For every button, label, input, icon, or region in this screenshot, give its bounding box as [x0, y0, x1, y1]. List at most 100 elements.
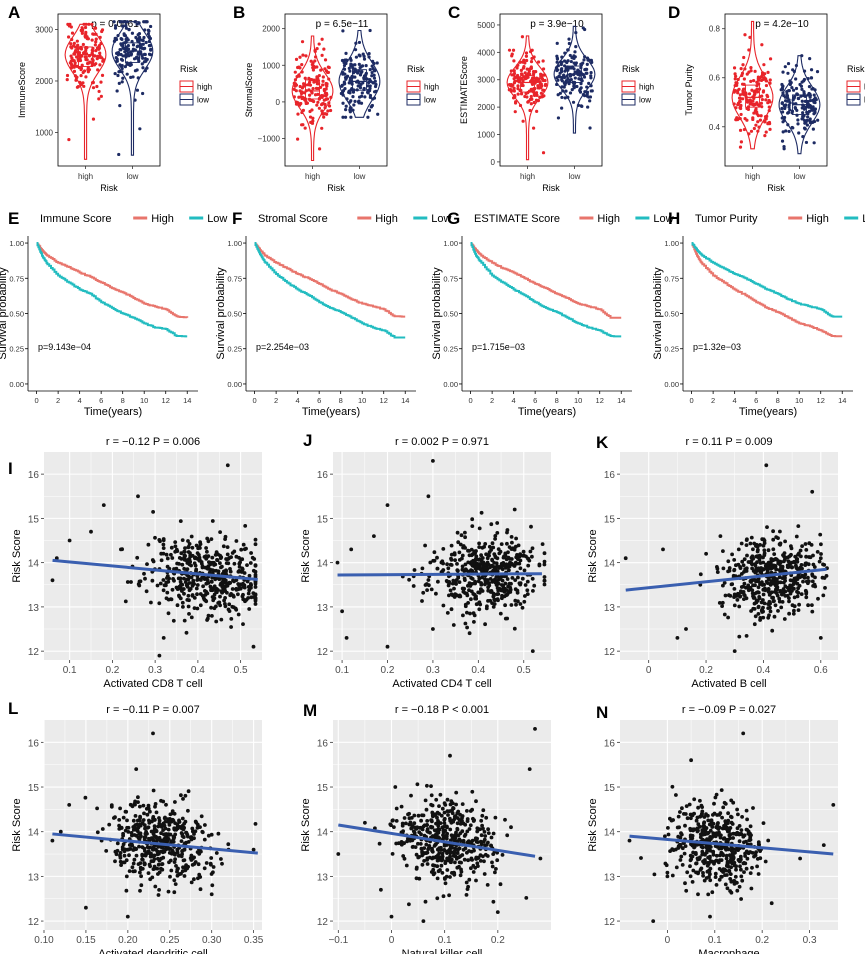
- data-point: [232, 579, 236, 584]
- data-point: [767, 613, 771, 618]
- outlier-point: [58, 829, 63, 834]
- p-value: p = 6.5e−11: [316, 19, 369, 30]
- data-point: [253, 602, 258, 606]
- data-point: [180, 538, 185, 542]
- data-point: [491, 545, 496, 550]
- data-point: [113, 24, 118, 28]
- data-point: [409, 826, 414, 831]
- data-point: [796, 524, 801, 528]
- data-point: [363, 95, 367, 99]
- data-point: [206, 566, 211, 571]
- data-point: [489, 522, 494, 527]
- data-point: [701, 837, 705, 842]
- x-tick-label: 12: [162, 396, 170, 405]
- data-point: [514, 536, 518, 541]
- data-point: [446, 566, 451, 571]
- data-point: [468, 823, 473, 828]
- data-point: [211, 865, 216, 869]
- data-point: [579, 104, 583, 108]
- data-point: [435, 835, 440, 840]
- data-point: [178, 579, 183, 584]
- data-point: [588, 126, 592, 130]
- data-point: [708, 866, 713, 871]
- data-point: [446, 856, 451, 861]
- data-point: [125, 72, 129, 76]
- data-point: [706, 818, 711, 823]
- data-point: [317, 106, 321, 110]
- data-point: [435, 555, 439, 560]
- panel-label-f: F: [232, 209, 242, 228]
- data-point: [515, 588, 520, 593]
- data-point: [732, 558, 737, 562]
- data-point: [764, 130, 768, 134]
- data-point: [722, 612, 727, 617]
- data-point: [311, 119, 315, 123]
- x-tick-label: 0.2: [105, 665, 119, 676]
- y-tick-label: 0.50: [9, 310, 24, 319]
- data-point: [508, 585, 513, 590]
- data-point: [496, 547, 501, 551]
- data-point: [224, 557, 229, 561]
- data-point: [189, 575, 194, 580]
- data-point: [556, 116, 561, 120]
- data-point: [495, 531, 500, 535]
- data-point: [588, 99, 592, 103]
- data-point: [90, 38, 94, 42]
- data-point: [780, 589, 785, 593]
- data-point: [122, 33, 126, 37]
- data-point: [500, 596, 504, 601]
- data-point: [197, 557, 201, 562]
- y-tick-label: 15: [604, 514, 616, 525]
- data-point: [425, 588, 429, 592]
- outlier-point: [54, 556, 59, 561]
- data-point: [351, 66, 355, 70]
- data-point: [312, 80, 316, 84]
- data-point: [766, 122, 770, 126]
- data-point: [760, 105, 764, 109]
- data-point: [416, 855, 421, 860]
- data-point: [802, 77, 807, 82]
- data-point: [402, 856, 407, 861]
- data-point: [787, 129, 791, 134]
- data-point: [762, 63, 766, 67]
- violin-high: [291, 35, 334, 162]
- x-tick-label: 8: [776, 396, 780, 405]
- data-point: [806, 562, 811, 567]
- data-point: [490, 860, 494, 865]
- data-point: [529, 102, 533, 106]
- data-point: [732, 66, 737, 70]
- data-point: [243, 599, 247, 604]
- data-point: [765, 525, 769, 529]
- data-point: [202, 575, 207, 580]
- data-point: [516, 92, 520, 96]
- data-point: [766, 548, 771, 553]
- data-point: [423, 798, 428, 803]
- data-point: [129, 52, 134, 56]
- data-point: [521, 549, 526, 554]
- data-point: [534, 69, 538, 74]
- data-point: [761, 821, 766, 825]
- data-point: [187, 588, 192, 593]
- data-point: [748, 824, 753, 829]
- data-point: [360, 91, 364, 95]
- data-point: [119, 863, 123, 867]
- data-point: [752, 126, 756, 131]
- data-point: [795, 559, 800, 564]
- data-point: [455, 827, 460, 832]
- data-point: [344, 104, 348, 108]
- y-tick-label: 1.00: [227, 239, 242, 248]
- data-point: [451, 836, 456, 841]
- data-point: [459, 869, 464, 874]
- p-value: p = 3.9e−10: [530, 19, 584, 30]
- data-point: [459, 533, 464, 538]
- data-point: [573, 55, 577, 59]
- data-point: [141, 91, 145, 96]
- y-tick-label: 0.00: [443, 380, 458, 389]
- data-point: [471, 863, 476, 868]
- data-point: [808, 104, 813, 108]
- data-point: [737, 884, 742, 889]
- data-point: [758, 118, 763, 122]
- data-point: [791, 88, 796, 92]
- data-point: [680, 806, 684, 811]
